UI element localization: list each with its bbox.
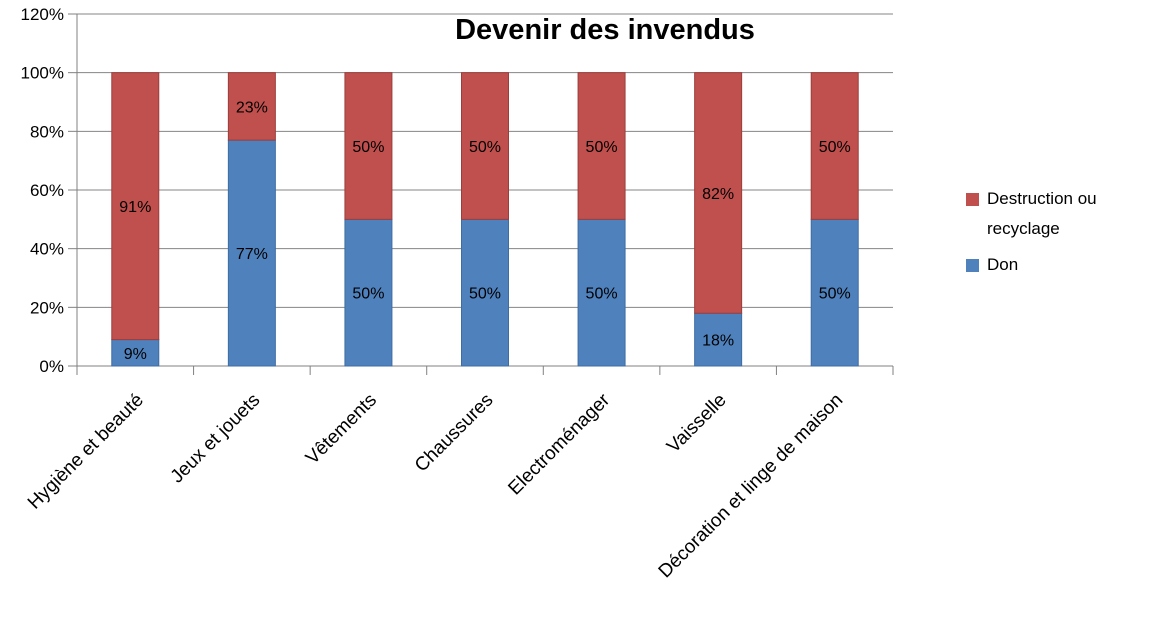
bar-data-label-don-vaisselle: 18% bbox=[702, 333, 734, 350]
y-axis-tick-label: 40% bbox=[30, 240, 64, 259]
bar-segment-don-chaussures bbox=[461, 218, 509, 367]
bar-data-label-destruction-ou-recyclage-vetements: 50% bbox=[352, 139, 384, 156]
legend-item-don: Don bbox=[966, 250, 1127, 280]
bar-segment-destruction-ou-recyclage-electromenager bbox=[577, 72, 626, 220]
y-axis-tick-label: 0% bbox=[39, 357, 64, 376]
bar-segment-don-electromenager bbox=[577, 218, 626, 367]
bar-data-label-don-chaussures: 50% bbox=[469, 286, 501, 303]
bar-segment-destruction-ou-recyclage-decoration-et-linge-de-maison bbox=[810, 72, 859, 220]
legend-swatch-destruction-ou-recyclage-icon bbox=[966, 193, 979, 206]
bar-data-label-don-decoration-et-linge-de-maison: 50% bbox=[819, 286, 851, 303]
bar-segment-destruction-ou-recyclage-vaisselle bbox=[694, 72, 743, 314]
x-axis-category-label-chaussures: Chaussures bbox=[411, 390, 498, 477]
bar-data-label-destruction-ou-recyclage-jeux-et-jouets: 23% bbox=[236, 99, 268, 116]
legend-swatch-don-icon bbox=[966, 259, 979, 272]
bar-data-label-destruction-ou-recyclage-chaussures: 50% bbox=[469, 139, 501, 156]
bar-segment-don-hygiene-et-beaute bbox=[111, 339, 160, 367]
bar-data-label-destruction-ou-recyclage-hygiene-et-beaute: 91% bbox=[119, 199, 151, 216]
x-axis-category-label-hygiene-et-beaute: Hygiène et beauté bbox=[24, 390, 148, 514]
y-axis-tick-label: 120% bbox=[21, 5, 64, 24]
bar-segment-don-vetements bbox=[344, 218, 393, 367]
x-axis-category-label-vetements: Vêtements bbox=[302, 390, 381, 469]
legend-label-destruction-ou-recyclage: Destruction ou recyclage bbox=[987, 189, 1097, 238]
bar-data-label-destruction-ou-recyclage-electromenager: 50% bbox=[586, 139, 618, 156]
x-axis-category-label-decoration-et-linge-de-maison: Décoration et linge de maison bbox=[655, 390, 848, 583]
x-axis-category-label-vaisselle: Vaisselle bbox=[663, 390, 731, 458]
x-axis-category-label-electromenager: Electroménager bbox=[504, 389, 614, 499]
bar-segment-destruction-ou-recyclage-vetements bbox=[344, 72, 393, 220]
bar-segment-don-decoration-et-linge-de-maison bbox=[810, 218, 859, 367]
bar-data-label-don-vetements: 50% bbox=[352, 286, 384, 303]
bar-data-label-don-jeux-et-jouets: 77% bbox=[236, 246, 268, 263]
bar-data-label-don-hygiene-et-beaute: 9% bbox=[124, 346, 147, 363]
chart-title: Devenir des invendus bbox=[455, 14, 755, 46]
x-axis-category-label-jeux-et-jouets: Jeux et jouets bbox=[167, 390, 265, 488]
bar-segment-destruction-ou-recyclage-hygiene-et-beaute bbox=[111, 72, 160, 341]
bar-segment-don-jeux-et-jouets bbox=[227, 139, 276, 367]
legend-label-don: Don bbox=[987, 255, 1019, 274]
bar-data-label-destruction-ou-recyclage-decoration-et-linge-de-maison: 50% bbox=[819, 139, 851, 156]
bar-data-label-don-electromenager: 50% bbox=[586, 286, 618, 303]
y-axis-tick-label: 80% bbox=[30, 122, 64, 141]
bar-data-label-destruction-ou-recyclage-vaisselle: 82% bbox=[702, 186, 734, 203]
y-axis-tick-label: 20% bbox=[30, 298, 64, 317]
legend: Destruction ou recyclage Don bbox=[966, 184, 1127, 280]
y-axis-tick-label: 100% bbox=[21, 64, 64, 83]
bar-segment-destruction-ou-recyclage-jeux-et-jouets bbox=[227, 72, 276, 141]
y-axis-tick-label: 60% bbox=[30, 181, 64, 200]
legend-item-destruction-ou-recyclage: Destruction ou recyclage bbox=[966, 184, 1127, 244]
bar-segment-destruction-ou-recyclage-chaussures bbox=[461, 72, 509, 220]
